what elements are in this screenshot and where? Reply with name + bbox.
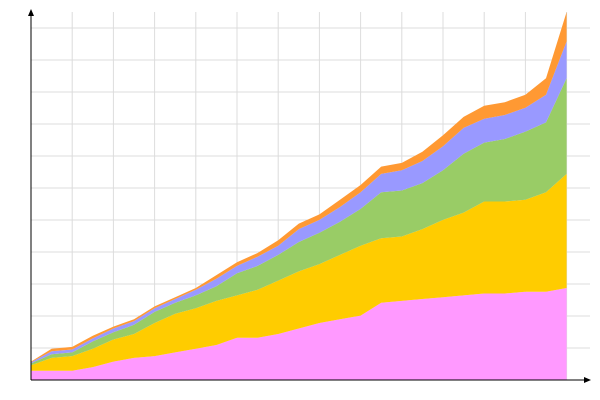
x-axis-arrow (584, 377, 591, 383)
area-series-1 (31, 288, 567, 380)
axes (28, 9, 591, 383)
y-axis-arrow (28, 9, 34, 16)
series-areas (31, 12, 567, 380)
area-series-2 (31, 173, 567, 371)
